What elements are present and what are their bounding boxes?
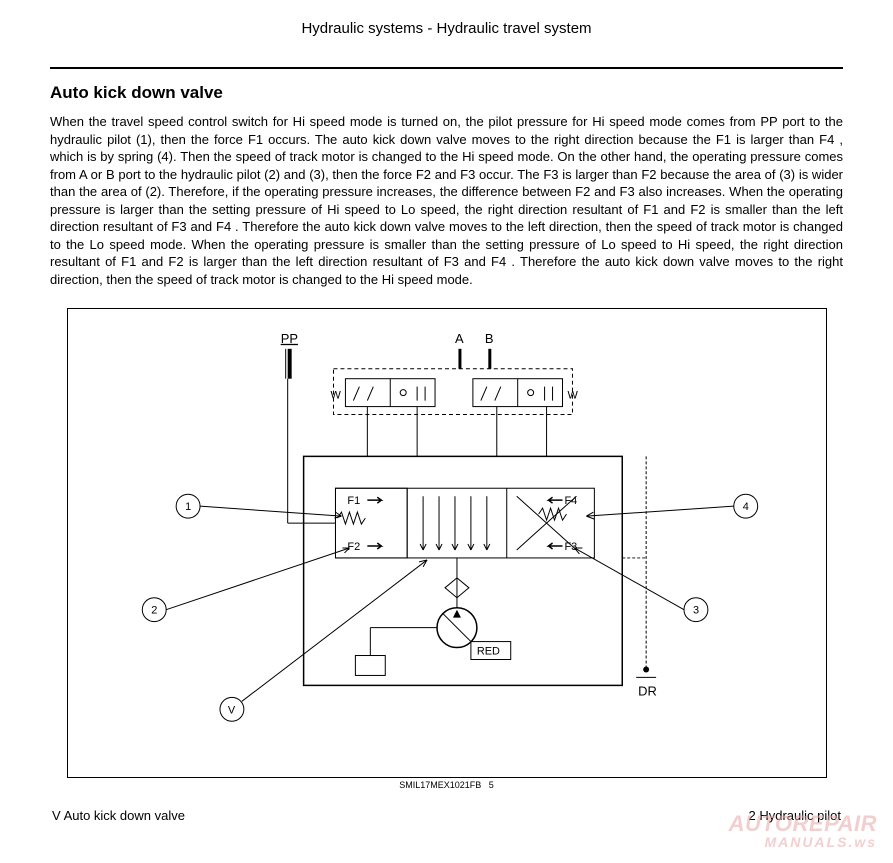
red-label: RED (476, 646, 499, 658)
force-f4-label: F4 (564, 496, 577, 508)
port-b-label: B (484, 331, 493, 346)
divider (50, 67, 843, 69)
port-a-label: A (454, 331, 463, 346)
force-f1-label: F1 (347, 496, 360, 508)
port-w-left: W (330, 390, 341, 402)
port-pp-label: PP (280, 331, 297, 346)
force-f2-label: F2 (347, 541, 360, 553)
callout-v: V (227, 705, 235, 717)
callout-1: 1 (185, 502, 191, 514)
page-header: Hydraulic systems - Hydraulic travel sys… (50, 20, 843, 37)
section-body: When the travel speed control switch for… (50, 113, 843, 288)
legend-left: V Auto kick down valve (52, 808, 185, 823)
figure-id: SMIL17MEX1021FB 5 (50, 780, 843, 790)
port-dr-label: DR (638, 684, 657, 699)
watermark: AUTOREPAIR MANUALS.ws (729, 813, 877, 849)
section-title: Auto kick down valve (50, 83, 843, 103)
port-w-right: W (567, 390, 578, 402)
hydraulic-diagram: PP A B W W (67, 308, 827, 778)
callout-2: 2 (151, 605, 157, 617)
callout-3: 3 (692, 605, 698, 617)
force-f3-label: F3 (564, 541, 577, 553)
legend-row: V Auto kick down valve 2 Hydraulic pilot (50, 808, 843, 823)
callout-4: 4 (742, 502, 748, 514)
